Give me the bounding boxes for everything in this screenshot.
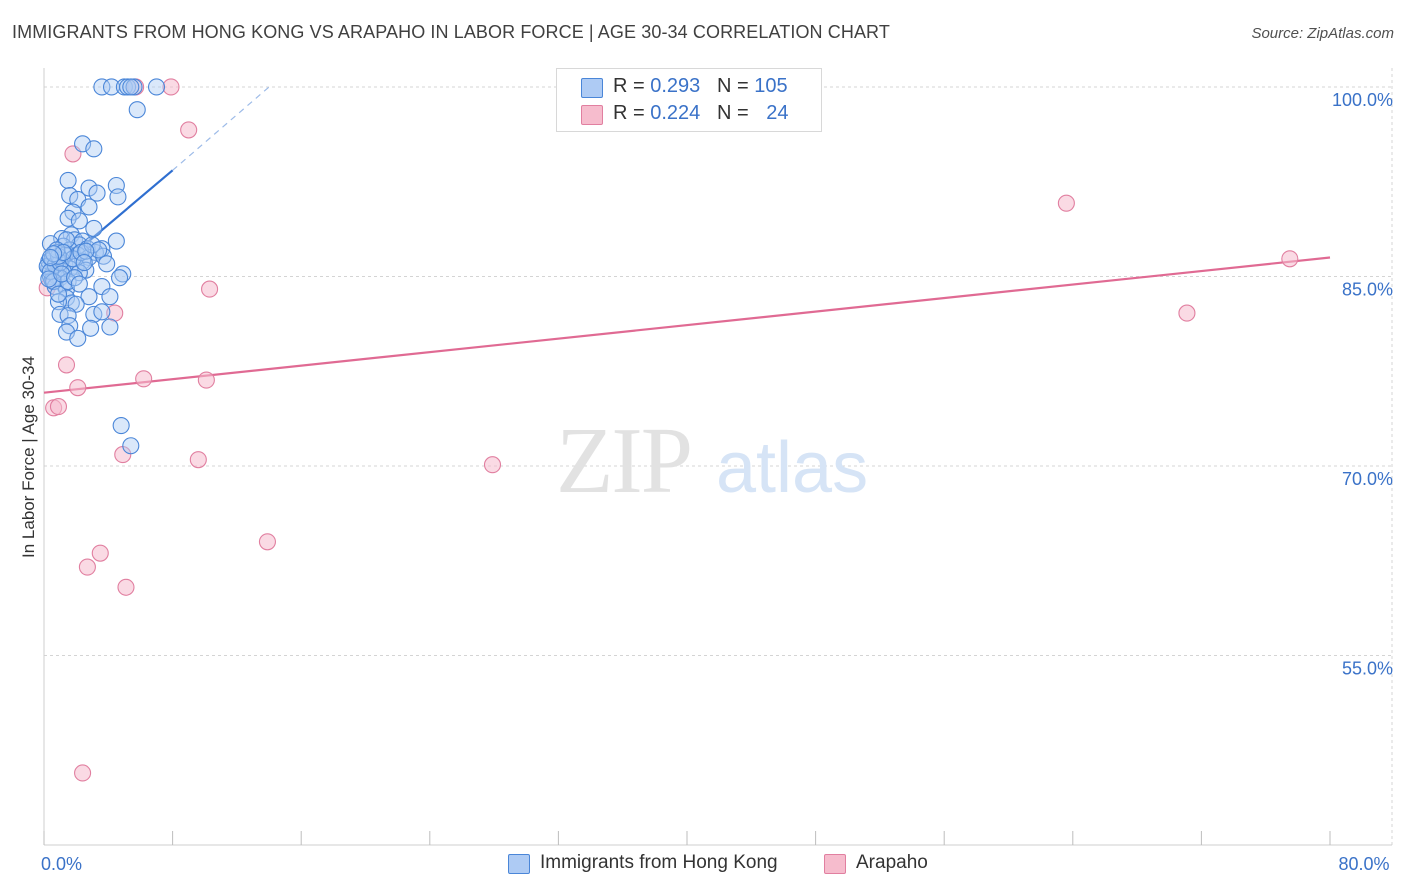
hong-kong-point [40, 270, 58, 288]
watermark: ZIP atlas [556, 409, 868, 513]
arapaho-point [78, 558, 96, 576]
y-tick-label: 85.0% [1342, 279, 1393, 299]
hong-kong-point [80, 179, 98, 197]
hong-kong-point [85, 219, 103, 238]
hong-kong-point [128, 101, 146, 119]
bottom-legend-swatch-hong-kong [508, 854, 530, 874]
hong-kong-point [75, 254, 93, 272]
hong-kong-point [61, 187, 79, 205]
y-axis-label: In Labor Force | Age 30-34 [19, 356, 38, 558]
arapaho-point [1178, 304, 1196, 322]
r-label: R = [613, 102, 651, 124]
legend-swatch-arapaho [581, 105, 603, 125]
hong-kong-point [82, 319, 100, 337]
legend-row-arapaho: R = 0.224 N = 24 [581, 102, 788, 126]
arapaho-point [91, 544, 109, 562]
r-value: 0.293 [650, 75, 701, 97]
legend-row-hong-kong: R = 0.293 N = 105 [581, 75, 788, 99]
source-credit: Source: ZipAtlas.com [1251, 25, 1394, 42]
legend-stats-arapaho: R = 0.224 N = 24 [613, 102, 788, 125]
watermark-atlas: atlas [716, 428, 868, 508]
n-label: N = [716, 102, 755, 124]
n-value: 24 [766, 102, 789, 124]
hong-kong-point [80, 198, 98, 216]
arapaho-trend-line [43, 256, 1331, 394]
hong-kong-point [70, 212, 88, 230]
arapaho-point [189, 451, 207, 469]
n-label: N = [716, 75, 755, 97]
hong-kong-point [88, 184, 106, 202]
hong-kong-point [101, 318, 119, 336]
hong-kong-point [101, 288, 119, 306]
r-value: 0.224 [650, 102, 701, 124]
trend-lines [43, 86, 1331, 394]
arapaho-point [74, 764, 92, 782]
arapaho-point [483, 456, 502, 474]
y-tick-label: 70.0% [1342, 469, 1393, 489]
hong-kong-point [53, 265, 71, 283]
hong-kong-point [107, 232, 125, 250]
arapaho-point [49, 398, 68, 416]
hong-kong-point [90, 241, 108, 259]
legend-stats-hong-kong: R = 0.293 N = 105 [613, 75, 788, 98]
hong-kong-point [98, 255, 116, 273]
hong-kong-point [122, 78, 140, 96]
hong-kong-point [57, 289, 76, 307]
hong-kong-point [112, 416, 130, 435]
hong-kong-point [59, 209, 77, 227]
arapaho-point [258, 533, 276, 551]
hong-kong-point [69, 329, 87, 347]
hong-kong-point [93, 78, 111, 96]
bottom-legend-swatch-arapaho [824, 854, 846, 874]
hong-kong-point [122, 437, 140, 455]
tick-labels: 100.0% 85.0% 70.0% 55.0% 0.0% 80.0% [41, 90, 1393, 874]
hong-kong-point [74, 135, 92, 153]
legend-swatch-hong-kong [581, 78, 603, 98]
n-value: 105 [754, 75, 788, 97]
hong-kong-point [59, 171, 77, 189]
hong-kong-point [109, 188, 127, 206]
hong-kong-point [41, 235, 59, 253]
hong-kong-point [49, 285, 68, 303]
hong-kong-point [70, 275, 88, 293]
x-tick-label: 80.0% [1338, 854, 1389, 874]
hong-kong-point [41, 248, 59, 267]
stats-legend: R = 0.293 N = 105 R = 0.224 N = 24 [556, 68, 822, 132]
hong-kong-point [80, 288, 98, 306]
arapaho-point [1057, 194, 1075, 212]
arapaho-point [180, 121, 198, 139]
arapaho-point [57, 356, 76, 374]
arapaho-point [162, 78, 180, 96]
bottom-legend-label-hong-kong: Immigrants from Hong Kong [540, 852, 778, 873]
watermark-zip: ZIP [556, 409, 691, 513]
hong-kong-point [111, 269, 129, 287]
arapaho-point [1281, 250, 1299, 268]
axes [43, 68, 1392, 846]
x-tick-label: 0.0% [41, 854, 82, 874]
arapaho-point [197, 371, 215, 389]
bottom-legend-label-arapaho: Arapaho [856, 852, 928, 873]
arapaho-point [117, 578, 135, 596]
arapaho-point [135, 370, 153, 388]
hong-kong-points [38, 78, 166, 455]
r-label: R = [613, 75, 651, 97]
hong-kong-point [93, 303, 111, 321]
arapaho-points [38, 78, 1299, 782]
y-tick-label: 100.0% [1332, 90, 1393, 110]
chart-title: IMMIGRANTS FROM HONG KONG VS ARAPAHO IN … [12, 22, 890, 42]
arapaho-point [69, 379, 87, 397]
hong-kong-point [85, 140, 103, 158]
y-tick-label: 55.0% [1342, 658, 1393, 678]
arapaho-point [201, 280, 219, 298]
hong-kong-point [147, 78, 166, 96]
